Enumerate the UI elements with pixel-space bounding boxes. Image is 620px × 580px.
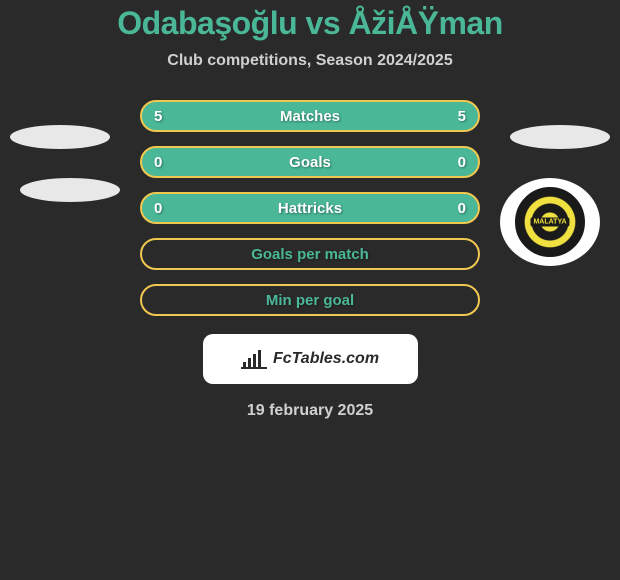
stat-row-matches: 5 Matches 5	[140, 100, 480, 132]
logo-text: FcTables.com	[273, 350, 379, 368]
stat-label: Matches	[280, 108, 340, 125]
stat-label: Goals	[289, 154, 331, 171]
badge-inner: MALATYA	[515, 187, 585, 257]
player-left-avatar-1	[10, 125, 110, 149]
stat-left-value: 0	[154, 154, 162, 171]
stat-label: Min per goal	[266, 292, 354, 309]
stat-right-value: 0	[458, 200, 466, 217]
stat-label: Goals per match	[251, 246, 369, 263]
stat-right-value: 0	[458, 154, 466, 171]
main-container: Odabaşoğlu vs ÅžiÅŸman Club competitions…	[0, 0, 620, 580]
page-title: Odabaşoğlu vs ÅžiÅŸman	[0, 5, 620, 42]
player-right-avatar-1	[510, 125, 610, 149]
logo-box[interactable]: FcTables.com	[203, 334, 418, 384]
page-subtitle: Club competitions, Season 2024/2025	[0, 52, 620, 70]
player-left-avatar-2	[20, 178, 120, 202]
stat-row-goals: 0 Goals 0	[140, 146, 480, 178]
club-badge-right: MALATYA	[500, 178, 600, 266]
stats-area: 5 Matches 5 0 Goals 0 0 Hattricks 0 Goal…	[140, 100, 480, 316]
stat-left-value: 0	[154, 200, 162, 217]
stat-right-value: 5	[458, 108, 466, 125]
badge-text: MALATYA	[530, 218, 569, 227]
chart-icon	[241, 349, 267, 369]
date-text: 19 february 2025	[0, 402, 620, 420]
stat-left-value: 5	[154, 108, 162, 125]
stat-row-min-per-goal: Min per goal	[140, 284, 480, 316]
stat-label: Hattricks	[278, 200, 342, 217]
stat-row-hattricks: 0 Hattricks 0	[140, 192, 480, 224]
stat-row-goals-per-match: Goals per match	[140, 238, 480, 270]
